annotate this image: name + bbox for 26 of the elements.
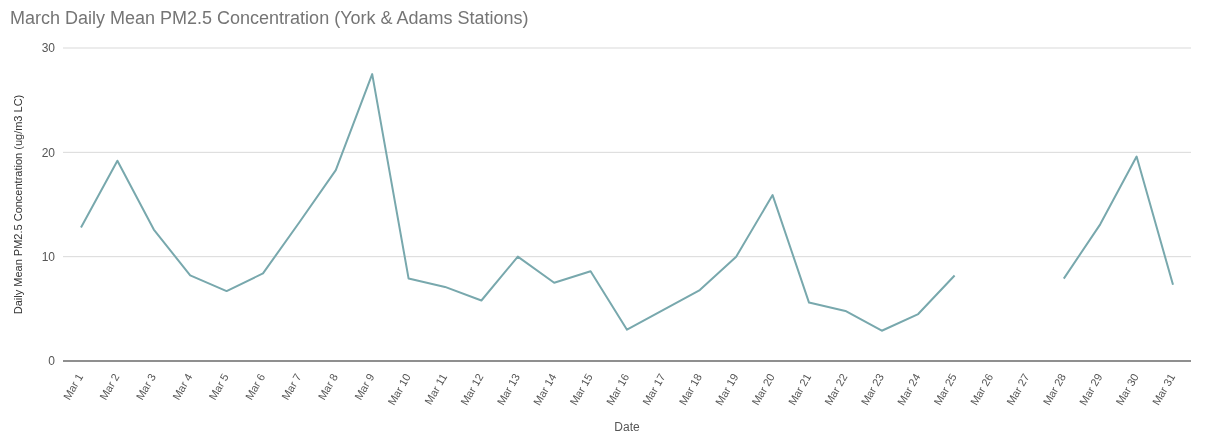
x-tick-label: Mar 28 [1040, 371, 1069, 408]
x-tick-label: Mar 4 [169, 371, 195, 402]
x-tick-label: Mar 13 [494, 371, 523, 408]
x-tick-label: Mar 27 [1004, 371, 1032, 408]
x-tick-label: Mar 9 [351, 371, 377, 402]
x-tick-label: Mar 17 [640, 371, 668, 408]
y-tick-label: 0 [48, 354, 56, 369]
y-tick-label: 10 [41, 249, 56, 264]
x-tick-label: Mar 12 [458, 371, 486, 408]
y-tick-label: 30 [41, 41, 56, 56]
x-tick-label: Mar 30 [1113, 371, 1141, 408]
x-tick-label: Mar 21 [785, 371, 814, 408]
x-tick-label: Mar 18 [676, 371, 705, 408]
y-axis-title: Daily Mean PM2.5 Concentration (ug/m3 LC) [11, 94, 24, 315]
x-tick-label: Mar 31 [1149, 371, 1178, 408]
x-tick-label: Mar 15 [567, 371, 595, 408]
chart-title: March Daily Mean PM2.5 Concentration (York & Adams Stations) [10, 8, 529, 29]
x-tick-label: Mar 26 [967, 371, 996, 408]
x-tick-label: Mar 10 [385, 371, 413, 408]
x-tick-label: Mar 20 [749, 371, 777, 408]
x-tick-label: Mar 16 [603, 371, 632, 408]
x-tick-label: Mar 25 [931, 371, 959, 408]
x-tick-label: Mar 22 [822, 371, 850, 408]
x-tick-label: Mar 23 [858, 371, 887, 408]
y-tick-label: 20 [41, 145, 56, 160]
x-axis-title: Date [614, 420, 640, 434]
